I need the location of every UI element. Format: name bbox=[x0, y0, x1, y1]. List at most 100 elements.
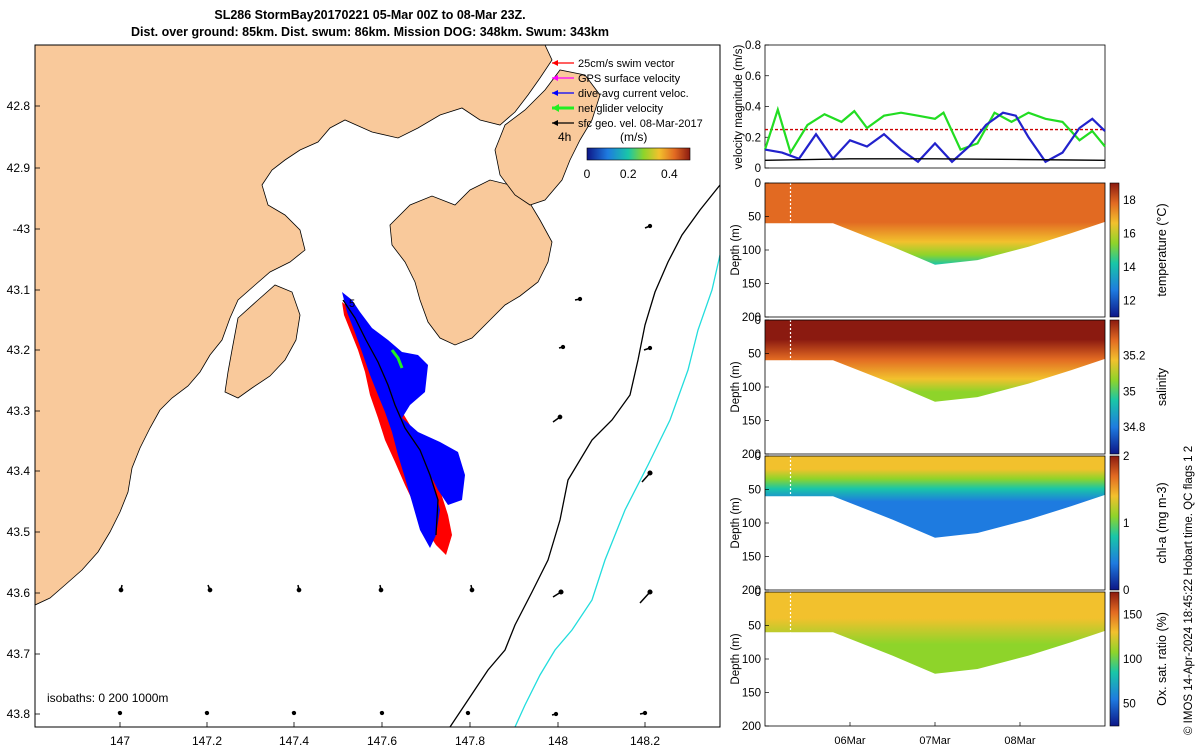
map-y-tick-label: 43.4 bbox=[7, 464, 31, 478]
time-x-tick-label: 08Mar bbox=[1004, 735, 1036, 747]
map-y-tick-label: 43.3 bbox=[7, 404, 31, 418]
map-y-tick-label: 43.5 bbox=[7, 525, 31, 539]
map-y-tick-label: 42.9 bbox=[7, 161, 31, 175]
map-frame bbox=[34, 44, 721, 728]
land-northeast bbox=[494, 69, 601, 206]
map-y-tick-label: 43.1 bbox=[7, 283, 31, 297]
chart-title-line1: SL286 StormBay20170221 05-Mar 00Z to 08-… bbox=[214, 8, 526, 22]
section-y-tick-label: 200 bbox=[742, 312, 761, 324]
time-step-label: 4h bbox=[558, 130, 571, 144]
map-y-tick-label: 43.8 bbox=[7, 707, 31, 721]
section-y-tick-label: 100 bbox=[742, 245, 761, 257]
map-y-tick-label: 42.8 bbox=[7, 99, 31, 113]
section-colorbar-label: temperature (°C) bbox=[1155, 203, 1169, 296]
section-colorbar-tick-label: 35.2 bbox=[1123, 351, 1145, 363]
section-colorbar bbox=[1109, 182, 1120, 318]
map-x-tick-label: 148 bbox=[548, 734, 568, 748]
section-colorbar bbox=[1109, 319, 1120, 455]
section-panel-3: 0 50 100 150 200 Depth (m) 0 1 2 chl-a (mg m-3) bbox=[730, 451, 1169, 597]
legend-current-velocity: dive-avg current veloc. bbox=[552, 88, 689, 100]
map-x-tick-label: 147.2 bbox=[192, 734, 222, 748]
time-x-tick-label: 07Mar bbox=[919, 735, 951, 747]
speed-colorbar bbox=[586, 147, 691, 161]
velocity-y-tick-label: 0.4 bbox=[745, 102, 762, 114]
section-y-tick-label: 0 bbox=[755, 315, 761, 327]
copyright-note: © IMOS 14-Apr-2024 18:45:22 Hobart time.… bbox=[1183, 445, 1195, 735]
section-colorbar-label: salinity bbox=[1155, 367, 1169, 406]
land-mainland bbox=[35, 45, 553, 606]
section-colorbar-tick-label: 12 bbox=[1123, 295, 1136, 307]
legend-label-swim-vector: 25cm/s swim vector bbox=[578, 58, 675, 70]
time-x-tick-label: 06Mar bbox=[834, 735, 866, 747]
section-y-tick-label: 200 bbox=[742, 449, 761, 461]
land-island-west bbox=[224, 284, 301, 399]
section-colorbar-tick-label: 1 bbox=[1123, 518, 1129, 530]
velocity-y-tick-label: 0 bbox=[755, 163, 761, 175]
section-colorbar-tick-label: 16 bbox=[1123, 228, 1136, 240]
legend-label-current-velocity: dive-avg current veloc. bbox=[578, 88, 689, 100]
velocity-y-label: velocity magnitude (m/s) bbox=[733, 45, 745, 170]
section-y-tick-label: 100 bbox=[742, 654, 761, 666]
section-y-tick-label: 50 bbox=[748, 349, 761, 361]
velocity-y-tick-label: 0.8 bbox=[745, 40, 761, 52]
legend-sfc-geo: sfc geo. vel. 08-Mar-2017 bbox=[552, 118, 703, 130]
legend-label-gps-velocity: GPS surface velocity bbox=[578, 73, 681, 85]
section-y-tick-label: 0 bbox=[755, 451, 761, 463]
map-y-tick-label: 43.7 bbox=[7, 647, 31, 661]
map-y-tick-label: 43.6 bbox=[7, 586, 31, 600]
section-y-label: Depth (m) bbox=[730, 633, 742, 684]
section-colorbar-tick-label: 35 bbox=[1123, 386, 1136, 398]
map-panel: 25cm/s swim vector GPS surface velocity … bbox=[7, 44, 721, 748]
section-field bbox=[765, 320, 1105, 402]
legend-swim-vector: 25cm/s swim vector bbox=[552, 58, 675, 70]
section-field bbox=[765, 183, 1105, 265]
section-colorbar-label: chl-a (mg m-3) bbox=[1155, 482, 1169, 563]
section-colorbar-tick-label: 34.8 bbox=[1123, 422, 1145, 434]
section-y-tick-label: 50 bbox=[748, 485, 761, 497]
speed-colorbar-tick-label: 0 bbox=[584, 167, 591, 181]
section-y-tick-label: 100 bbox=[742, 518, 761, 530]
legend-label-sfc-geo: sfc geo. vel. 08-Mar-2017 bbox=[578, 118, 703, 130]
velocity-series-net-glider-velocity bbox=[763, 105, 1106, 156]
velocity-series-dive-avg-current bbox=[764, 111, 1106, 164]
speed-colorbar-title: (m/s) bbox=[620, 130, 647, 144]
section-colorbar-label: Ox. sat. ratio (%) bbox=[1155, 612, 1169, 706]
map-x-tick-label: 147 bbox=[110, 734, 130, 748]
map-y-tick-label: -43 bbox=[13, 222, 31, 236]
track-marker-label: 5 bbox=[349, 298, 355, 310]
section-colorbar-tick-label: 14 bbox=[1123, 262, 1136, 274]
map-y-axis: 42.8 42.9 -43 43.1 43.2 43.3 43.4 43.5 43.6 43.7 4… bbox=[7, 99, 40, 721]
section-colorbar bbox=[1109, 591, 1120, 727]
sfc-geo-arrows bbox=[117, 223, 653, 717]
section-y-tick-label: 0 bbox=[755, 178, 761, 190]
section-y-tick-label: 200 bbox=[742, 585, 761, 597]
legend-label-net-velocity: net glider velocity bbox=[578, 103, 663, 115]
velocity-plot-area bbox=[764, 44, 1106, 169]
speed-colorbar-ticks: 0 0.2 0.4 bbox=[584, 167, 678, 181]
section-y-tick-label: 100 bbox=[742, 382, 761, 394]
section-panel-1: 0 50 100 150 200 Depth (m) 12 14 16 18 temperature… bbox=[730, 178, 1169, 324]
map-x-tick-label: 147.6 bbox=[367, 734, 397, 748]
section-y-label: Depth (m) bbox=[730, 361, 742, 412]
map-legend: 25cm/s swim vector GPS surface velocity … bbox=[552, 58, 703, 181]
velocity-y-tick-label: 0.2 bbox=[745, 132, 761, 144]
land-masses bbox=[35, 45, 601, 606]
velocity-series-surface bbox=[764, 158, 1106, 161]
section-field bbox=[765, 592, 1105, 674]
section-y-label: Depth (m) bbox=[730, 497, 742, 548]
map-x-tick-label: 147.4 bbox=[279, 734, 309, 748]
section-field bbox=[765, 456, 1105, 538]
velocity-y-tick-label: 0.6 bbox=[745, 71, 761, 83]
section-y-tick-label: 50 bbox=[748, 621, 761, 633]
section-y-tick-label: 150 bbox=[742, 552, 761, 564]
section-colorbar bbox=[1109, 455, 1120, 591]
section-y-label: Depth (m) bbox=[730, 224, 742, 275]
map-x-axis: 147 147.2 147.4 147.6 147.8 148 148.2 bbox=[110, 722, 660, 748]
section-y-tick-label: 150 bbox=[742, 688, 761, 700]
land-tasman-peninsula bbox=[389, 179, 553, 346]
section-colorbar-tick-label: 50 bbox=[1123, 699, 1136, 711]
section-y-tick-label: 150 bbox=[742, 279, 761, 291]
